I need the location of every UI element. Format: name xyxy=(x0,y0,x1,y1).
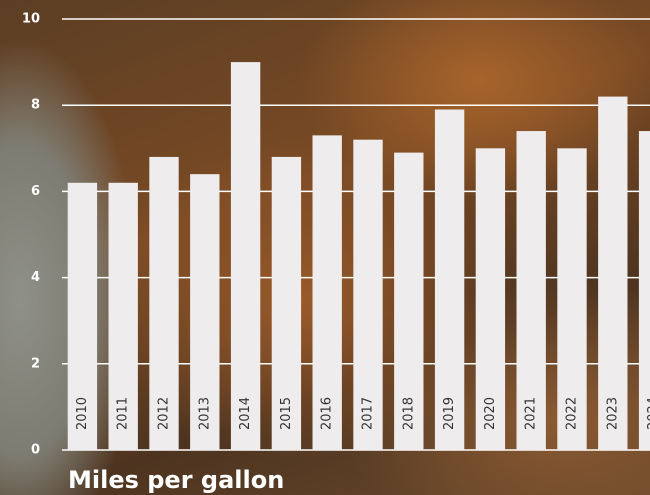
x-tick-label: 2019 xyxy=(442,397,457,430)
x-tick-label: 2015 xyxy=(279,397,294,430)
x-tick-label: 2014 xyxy=(238,397,253,430)
bar xyxy=(108,182,138,450)
bar xyxy=(353,139,383,450)
y-tick-label: 8 xyxy=(31,98,40,113)
y-tick-label: 2 xyxy=(31,356,40,371)
x-tick-label: 2018 xyxy=(401,397,416,430)
bar xyxy=(230,62,261,450)
bar xyxy=(67,182,98,450)
bar xyxy=(598,96,628,450)
bar xyxy=(434,109,465,450)
x-tick-label: 2012 xyxy=(157,397,172,430)
chart-title: Miles per gallon xyxy=(68,466,284,494)
y-tick-label: 6 xyxy=(31,184,40,199)
x-tick-label: 2010 xyxy=(75,397,90,430)
x-tick-label: 2024 xyxy=(646,397,650,430)
bar xyxy=(394,152,424,451)
bar xyxy=(516,131,546,450)
bar xyxy=(149,156,179,451)
y-tick-label: 10 xyxy=(22,12,40,27)
bar xyxy=(557,148,587,451)
y-tick-label: 4 xyxy=(31,270,40,285)
x-tick-label: 2020 xyxy=(483,397,498,430)
bar xyxy=(638,131,650,450)
bar xyxy=(190,174,220,450)
x-tick-label: 2016 xyxy=(320,397,335,430)
bar xyxy=(312,135,342,450)
x-tick-label: 2021 xyxy=(524,397,539,430)
x-tick-label: 2011 xyxy=(116,397,131,430)
y-tick-label: 0 xyxy=(31,443,40,458)
x-tick-label: 2017 xyxy=(361,397,376,430)
bar xyxy=(271,156,302,451)
x-tick-label: 2013 xyxy=(197,397,212,430)
bar xyxy=(475,148,506,451)
x-tick-label: 2022 xyxy=(565,397,580,430)
x-tick-label: 2023 xyxy=(605,397,620,430)
